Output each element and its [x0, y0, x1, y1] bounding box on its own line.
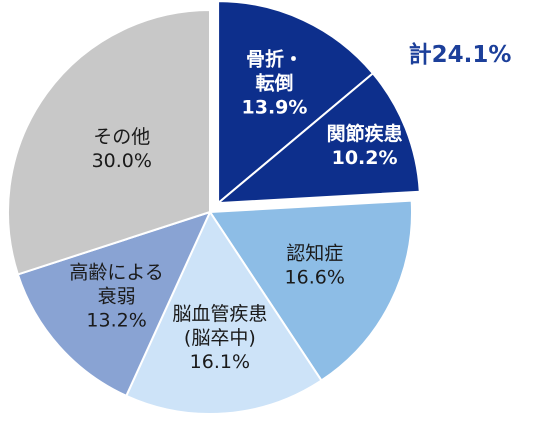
slice-name-3: 脳血管疾患: [172, 303, 267, 325]
slice-name-4: 衰弱: [98, 285, 136, 307]
slice-label-0: 骨折・転倒 13.9%: [242, 48, 308, 118]
slice-label-5: その他 30.0%: [92, 126, 152, 172]
slice-value-1: 10.2%: [332, 147, 398, 169]
slice-value-5: 30.0%: [92, 150, 152, 172]
slice-name-5: その他: [93, 126, 150, 148]
slice-name-0: 骨折・: [246, 48, 303, 70]
slice-name-4: 高齢による: [69, 261, 163, 283]
pie-slice-1: [215, 71, 421, 205]
slice-label-3: 脳血管疾患(脳卒中) 16.1%: [172, 303, 267, 373]
slice-label-4: 高齢による衰弱 13.2%: [69, 261, 163, 331]
pie-slice-5: [7, 8, 211, 276]
slice-value-3: 16.1%: [190, 351, 250, 373]
slice-value-4: 13.2%: [86, 309, 146, 331]
slice-name-2: 認知症: [286, 243, 343, 265]
pie-slice-3: [124, 209, 323, 415]
slice-name-3: (脳卒中): [184, 327, 256, 349]
pie-slice-2: [208, 199, 413, 382]
pie-slice-0: [217, 0, 375, 206]
slice-value-2: 16.6%: [285, 267, 345, 289]
slice-name-0: 転倒: [255, 71, 293, 94]
slice-labels: 骨折・転倒 13.9%関節疾患 10.2%認知症 16.6%脳血管疾患(脳卒中) 16.…: [69, 48, 402, 373]
pie-slices: [7, 0, 421, 415]
pie-slice-4: [16, 210, 212, 398]
total-annotation: 計24.1%: [409, 41, 512, 68]
slice-label-2: 認知症 16.6%: [285, 243, 345, 289]
slice-name-1: 関節疾患: [327, 122, 403, 145]
slice-value-0: 13.9%: [242, 96, 308, 118]
slice-label-1: 関節疾患 10.2%: [327, 122, 403, 169]
